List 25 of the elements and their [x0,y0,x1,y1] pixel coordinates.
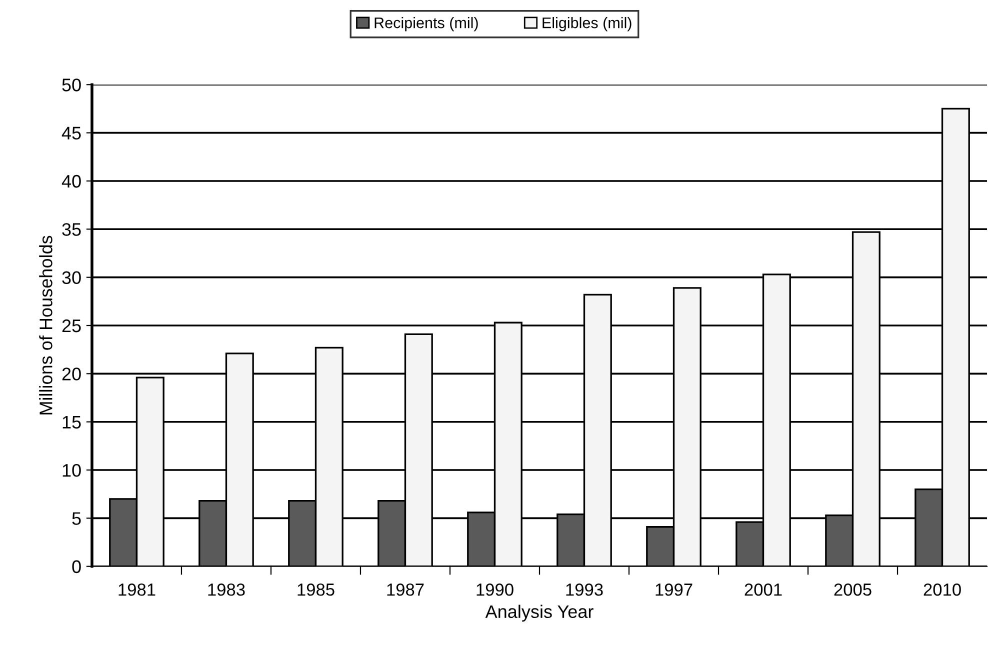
legend-label: Recipients (mil) [374,17,478,32]
y-tick-label: 15 [62,416,81,429]
y-tick-label: 20 [62,368,81,380]
y-tick-label: 0 [72,560,81,574]
y-tick-label: 10 [62,464,81,477]
x-tick-label: 2010 [924,583,961,596]
y-tick-label: 40 [62,174,81,188]
x-tick-label: 2001 [744,583,782,596]
y-tick-label: 35 [62,223,81,236]
y-tick-label: 50 [62,78,81,92]
x-tick-label: 1985 [298,583,334,596]
x-tick-label: 1990 [476,583,514,596]
legend-label: Eligibles (mil) [542,17,632,32]
y-tick-label: 25 [62,319,81,332]
x-tick-label: 2005 [834,583,872,596]
x-axis-title: Analysis Year [485,604,594,622]
y-tick-label: 45 [62,126,81,140]
y-tick-label: 5 [72,512,81,525]
y-axis-title: Millions of Households [39,236,52,414]
y-tick-label: 30 [62,271,81,284]
x-tick-label: 1993 [566,583,603,596]
x-tick-label: 1981 [118,583,156,596]
x-tick-label: 1997 [656,583,692,596]
x-tick-label: 1987 [387,583,424,596]
x-tick-label: 1983 [208,583,245,596]
